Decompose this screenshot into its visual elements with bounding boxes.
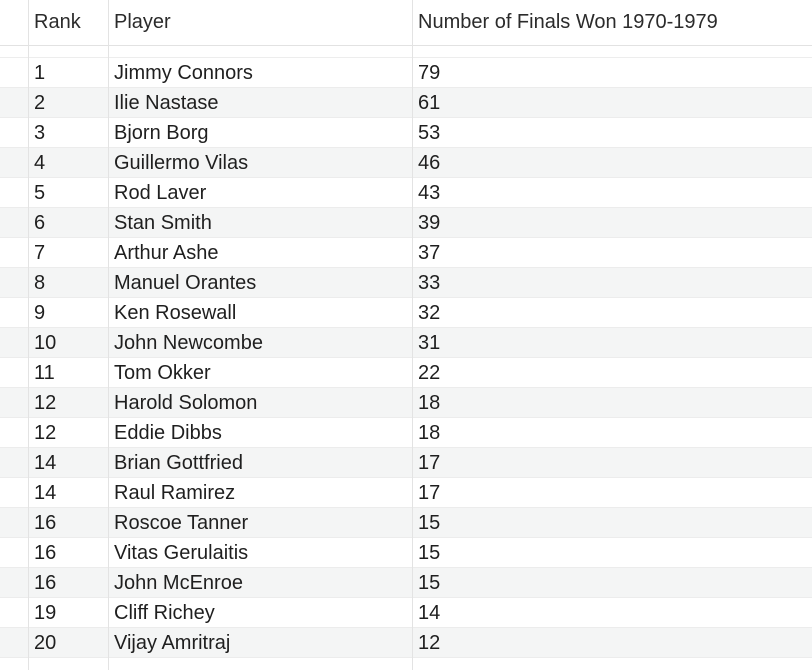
- cell-player: Bjorn Borg: [114, 122, 209, 144]
- cell-player: John McEnroe: [114, 572, 243, 594]
- column-header-rank[interactable]: Rank: [34, 11, 81, 33]
- cell-finals: 53: [418, 122, 441, 144]
- cell-rank: 3: [34, 122, 46, 144]
- header-spacer: [0, 46, 812, 58]
- cell-finals: 39: [418, 212, 441, 234]
- cell-finals: 17: [418, 482, 441, 504]
- cell-rank: 5: [34, 182, 46, 204]
- cell-finals: 18: [418, 392, 441, 414]
- cell-player: Brian Gottfried: [114, 452, 243, 474]
- cell-finals: 46: [418, 152, 441, 174]
- cell-finals: 79: [418, 62, 441, 84]
- cell-rank: 16: [34, 512, 57, 534]
- cell-finals: 32: [418, 302, 441, 324]
- table-row[interactable]: 16 John McEnroe 15: [0, 568, 812, 598]
- table-body: 1 Jimmy Connors 79 2 Ilie Nastase 61 3 B…: [0, 58, 812, 670]
- cell-player: Vitas Gerulaitis: [114, 542, 249, 564]
- cell-player: Ken Rosewall: [114, 302, 237, 324]
- table-row[interactable]: 4 Guillermo Vilas 46: [0, 148, 812, 178]
- table-row[interactable]: 14 Raul Ramirez 17: [0, 478, 812, 508]
- table-row[interactable]: 16 Roscoe Tanner 15: [0, 508, 812, 538]
- cell-rank: 14: [34, 482, 57, 504]
- cell-player: Cliff Richey: [114, 602, 215, 624]
- table-row[interactable]: 11 Tom Okker 22: [0, 358, 812, 388]
- cell-finals: 43: [418, 182, 441, 204]
- cell-player: Arthur Ashe: [114, 242, 219, 264]
- table-row[interactable]: 1 Jimmy Connors 79: [0, 58, 812, 88]
- table-row[interactable]: 6 Stan Smith 39: [0, 208, 812, 238]
- cell-player: Jimmy Connors: [114, 62, 253, 84]
- cell-rank: 6: [34, 212, 46, 234]
- table-row[interactable]: 5 Rod Laver 43: [0, 178, 812, 208]
- cell-rank: 20: [34, 632, 57, 654]
- table-header: Rank Player Number of Finals Won 1970-19…: [0, 0, 812, 46]
- cell-finals: 17: [418, 452, 441, 474]
- cell-rank: 1: [34, 62, 46, 84]
- cell-player: Manuel Orantes: [114, 272, 257, 294]
- cell-player: Ilie Nastase: [114, 92, 219, 114]
- table-row[interactable]: 19 Cliff Richey 14: [0, 598, 812, 628]
- cell-finals: 12: [418, 632, 441, 654]
- cell-rank: 16: [34, 572, 57, 594]
- table-row-empty: [0, 658, 812, 670]
- cell-rank: 14: [34, 452, 57, 474]
- cell-player: Eddie Dibbs: [114, 422, 222, 444]
- cell-rank: 9: [34, 302, 46, 324]
- table-row[interactable]: 20 Vijay Amritraj 12: [0, 628, 812, 658]
- cell-rank: 19: [34, 602, 57, 624]
- column-header-player[interactable]: Player: [114, 11, 171, 33]
- table-row[interactable]: 9 Ken Rosewall 32: [0, 298, 812, 328]
- cell-finals: 15: [418, 512, 441, 534]
- cell-player: Stan Smith: [114, 212, 212, 234]
- column-divider[interactable]: [108, 0, 109, 670]
- cell-rank: 11: [34, 362, 55, 384]
- cell-rank: 12: [34, 392, 57, 414]
- cell-rank: 16: [34, 542, 57, 564]
- column-divider[interactable]: [28, 0, 29, 670]
- cell-rank: 12: [34, 422, 57, 444]
- cell-rank: 10: [34, 332, 57, 354]
- cell-rank: 2: [34, 92, 46, 114]
- cell-player: John Newcombe: [114, 332, 263, 354]
- cell-finals: 15: [418, 542, 441, 564]
- table-row[interactable]: 12 Harold Solomon 18: [0, 388, 812, 418]
- cell-finals: 31: [418, 332, 441, 354]
- table-row[interactable]: 16 Vitas Gerulaitis 15: [0, 538, 812, 568]
- table-row[interactable]: 3 Bjorn Borg 53: [0, 118, 812, 148]
- cell-rank: 4: [34, 152, 46, 174]
- cell-player: Roscoe Tanner: [114, 512, 249, 534]
- cell-finals: 33: [418, 272, 441, 294]
- cell-finals: 37: [418, 242, 441, 264]
- table-row[interactable]: 7 Arthur Ashe 37: [0, 238, 812, 268]
- cell-finals: 15: [418, 572, 441, 594]
- cell-rank: 8: [34, 272, 46, 294]
- table-row[interactable]: 8 Manuel Orantes 33: [0, 268, 812, 298]
- cell-finals: 14: [418, 602, 441, 624]
- cell-finals: 61: [418, 92, 441, 114]
- table-row[interactable]: 14 Brian Gottfried 17: [0, 448, 812, 478]
- table-row[interactable]: 2 Ilie Nastase 61: [0, 88, 812, 118]
- cell-player: Raul Ramirez: [114, 482, 236, 504]
- table-row[interactable]: 10 John Newcombe 31: [0, 328, 812, 358]
- column-divider[interactable]: [412, 0, 413, 670]
- column-header-finals[interactable]: Number of Finals Won 1970-1979: [418, 11, 718, 33]
- cell-rank: 7: [34, 242, 46, 264]
- table-row[interactable]: 12 Eddie Dibbs 18: [0, 418, 812, 448]
- cell-player: Vijay Amritraj: [114, 632, 231, 654]
- cell-player: Tom Okker: [114, 362, 211, 384]
- cell-player: Rod Laver: [114, 182, 207, 204]
- cell-player: Guillermo Vilas: [114, 152, 249, 174]
- cell-finals: 22: [418, 362, 441, 384]
- cell-player: Harold Solomon: [114, 392, 258, 414]
- cell-finals: 18: [418, 422, 441, 444]
